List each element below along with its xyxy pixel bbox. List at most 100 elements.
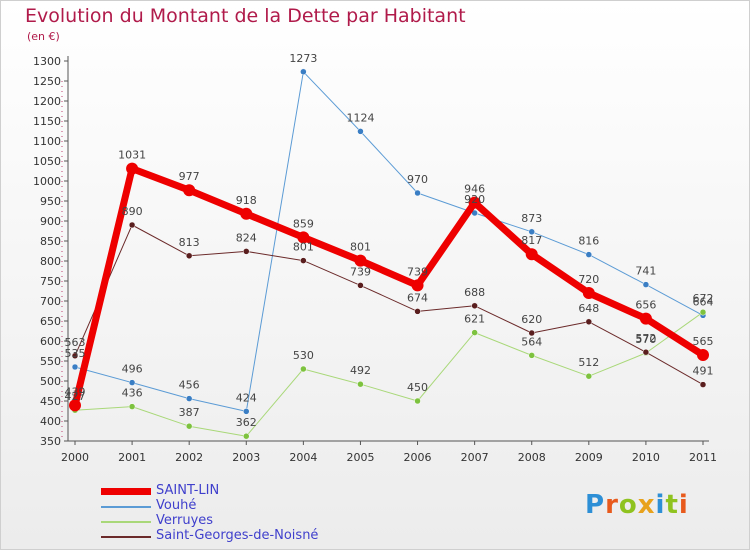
data-point-saint-georges-de-noisn- [471,302,478,310]
data-point-vouh- [185,395,193,402]
data-point-saint-lin [183,184,196,197]
logo-letter: i [678,490,689,520]
y-tick-label: 750 [40,275,61,288]
chart-subtitle: (en €) [27,30,60,43]
y-tick-label: 600 [40,335,61,348]
data-point-vouh- [243,408,250,415]
data-label-saint-georges-de-noisn-: 813 [179,236,200,249]
data-label-verruyes: 570 [635,333,656,346]
data-label-saint-lin: 817 [521,234,542,247]
data-point-saint-georges-de-noisn- [243,248,250,255]
chart-title: Evolution du Montant de la Dette par Hab… [25,5,466,27]
data-label-verruyes: 450 [407,381,428,394]
y-tick-label: 350 [40,435,61,448]
series-line-saint-lin [71,165,707,409]
x-tick-label: 2001 [118,451,146,464]
y-tick-label: 850 [40,235,61,248]
data-point-saint-lin [354,254,367,267]
proxiti-logo: Proxiti [585,490,689,520]
data-label-verruyes: 564 [521,335,542,348]
data-label-vouh-: 496 [122,363,143,376]
logo-letter: i [655,490,666,520]
data-point-verruyes [185,422,193,430]
y-tick-label: 1300 [33,55,61,68]
x-tick-label: 2011 [689,451,717,464]
series-line-vouh- [74,71,704,412]
data-label-vouh-: 816 [578,235,599,248]
data-point-verruyes [300,365,307,373]
data-label-verruyes: 492 [350,364,371,377]
data-point-saint-georges-de-noisn- [71,352,79,360]
data-label-vouh-: 1124 [346,111,374,124]
data-label-saint-lin: 739 [407,265,428,278]
data-label-saint-lin: 918 [236,194,257,207]
data-label-saint-lin: 439 [65,385,86,398]
data-label-saint-georges-de-noisn-: 563 [65,336,86,349]
line-chart: 350 400 450 500 550 600 650 700 750 800 850 900 950 1… [33,52,717,464]
data-label-verruyes: 672 [693,292,714,305]
y-tick-label: 400 [40,415,61,428]
data-label-saint-georges-de-noisn-: 890 [122,205,143,218]
data-point-saint-lin [468,196,481,209]
data-label-saint-lin: 859 [293,217,314,230]
data-point-saint-georges-de-noisn- [699,381,707,388]
data-point-vouh- [414,189,421,197]
x-tick-label: 2010 [632,451,660,464]
data-label-verruyes: 621 [464,313,485,326]
y-tick-label: 450 [40,395,61,408]
data-label-vouh-: 920 [464,193,485,206]
data-label-vouh-: 970 [407,173,428,186]
data-label-saint-lin: 946 [464,183,485,196]
y-tick-label: 800 [40,255,61,268]
data-point-verruyes [243,432,250,440]
data-label-verruyes: 387 [179,406,200,419]
data-point-saint-georges-de-noisn- [642,348,650,356]
data-label-saint-lin: 720 [578,273,599,286]
data-label-vouh-: 741 [635,265,656,278]
data-point-saint-lin [297,231,310,244]
legend-swatch-saint-georges [101,536,151,538]
legend-swatch-vouhe [101,506,151,508]
data-point-saint-georges-de-noisn- [128,221,136,229]
data-point-verruyes [585,372,593,380]
x-tick-label: 2008 [518,451,546,464]
data-label-verruyes: 436 [122,387,143,400]
y-tick-label: 1050 [33,155,61,168]
y-tick-label: 550 [40,355,61,368]
x-tick-label: 2002 [175,451,203,464]
data-label-saint-georges-de-noisn-: 491 [693,365,714,378]
data-point-vouh- [357,128,364,135]
data-point-saint-lin [582,287,595,299]
legend-swatch-verruyes [101,521,151,523]
data-label-saint-georges-de-noisn-: 739 [350,265,371,278]
data-label-vouh-: 456 [179,379,200,392]
x-tick-label: 2004 [289,451,317,464]
data-label-saint-lin: 656 [635,299,656,312]
data-point-vouh- [642,281,650,288]
y-tick-label: 1100 [33,135,61,148]
logo-letter: P [585,490,606,520]
y-tick-label: 950 [40,195,61,208]
data-point-verruyes [699,308,707,316]
logo-letter: x [637,490,656,520]
x-tick-label: 2006 [404,451,432,464]
data-point-vouh- [128,379,136,386]
data-label-saint-lin: 1031 [118,149,146,162]
data-point-vouh- [528,228,535,236]
legend-label-saint-lin: SAINT-LIN [156,483,220,498]
legend-label-saint-georges: Saint-Georges-de-Noisné [156,528,319,543]
data-point-verruyes [128,403,136,410]
y-tick-label: 700 [40,295,61,308]
y-tick-label: 500 [40,375,61,388]
y-tick-label: 900 [40,215,61,228]
data-label-saint-lin: 565 [693,335,714,348]
y-tick-label: 1150 [33,115,61,128]
data-label-verruyes: 512 [578,356,599,369]
data-label-saint-lin: 977 [179,170,200,183]
data-point-verruyes [471,329,478,336]
data-label-vouh-: 873 [521,212,542,225]
data-label-saint-georges-de-noisn-: 801 [293,241,314,254]
data-label-verruyes: 427 [65,390,86,403]
data-point-saint-georges-de-noisn- [528,329,535,337]
